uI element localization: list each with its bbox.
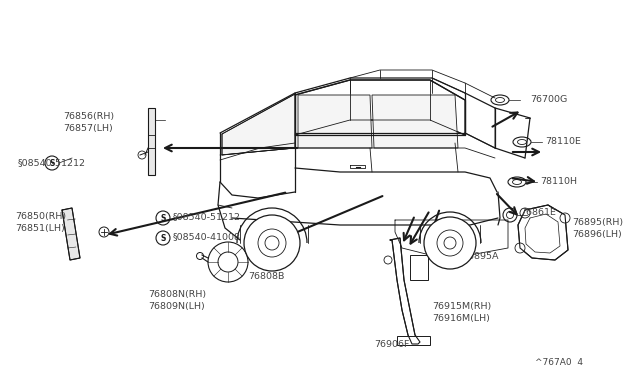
Circle shape	[520, 208, 530, 218]
Ellipse shape	[513, 180, 522, 185]
Text: 76808N(RH)
76809N(LH): 76808N(RH) 76809N(LH)	[148, 290, 206, 311]
Ellipse shape	[518, 140, 527, 144]
Text: 78110E: 78110E	[545, 137, 581, 146]
Text: 78110H: 78110H	[540, 177, 577, 186]
Text: 76895A: 76895A	[462, 252, 499, 261]
Text: S: S	[160, 214, 166, 222]
Ellipse shape	[491, 95, 509, 105]
Polygon shape	[518, 205, 568, 260]
Ellipse shape	[508, 177, 526, 187]
Circle shape	[515, 243, 525, 253]
Text: 76895(RH)
76896(LH): 76895(RH) 76896(LH)	[572, 218, 623, 239]
Circle shape	[384, 256, 392, 264]
Text: §08540-51212: §08540-51212	[173, 212, 241, 221]
Circle shape	[244, 215, 300, 271]
Circle shape	[45, 156, 59, 170]
Text: §08540-41008: §08540-41008	[173, 232, 241, 241]
Polygon shape	[148, 108, 155, 175]
Polygon shape	[222, 94, 295, 155]
Ellipse shape	[495, 97, 504, 103]
Circle shape	[424, 217, 476, 269]
Circle shape	[156, 231, 170, 245]
Circle shape	[218, 252, 238, 272]
Polygon shape	[62, 208, 80, 260]
Circle shape	[258, 229, 286, 257]
Polygon shape	[397, 336, 430, 345]
Text: §08540-51212: §08540-51212	[18, 158, 86, 167]
Circle shape	[265, 236, 279, 250]
Text: 76808B: 76808B	[248, 272, 284, 281]
Circle shape	[208, 242, 248, 282]
Text: 76861E: 76861E	[520, 208, 556, 217]
Circle shape	[444, 237, 456, 249]
Polygon shape	[390, 238, 420, 344]
Circle shape	[506, 212, 513, 218]
Circle shape	[196, 253, 204, 260]
Text: ^767A0  4: ^767A0 4	[535, 358, 583, 367]
Text: 76906F: 76906F	[374, 340, 410, 349]
Circle shape	[503, 208, 517, 222]
Text: 76915M(RH)
76916M(LH): 76915M(RH) 76916M(LH)	[432, 302, 492, 323]
Polygon shape	[372, 95, 458, 148]
Circle shape	[437, 230, 463, 256]
Ellipse shape	[513, 137, 531, 147]
Polygon shape	[298, 95, 372, 148]
Polygon shape	[295, 80, 465, 135]
Polygon shape	[410, 255, 428, 280]
Text: S: S	[160, 234, 166, 243]
Circle shape	[138, 151, 146, 159]
Text: 76700G: 76700G	[530, 95, 567, 104]
Text: 76850(RH)
76851(LH): 76850(RH) 76851(LH)	[15, 212, 66, 233]
Text: 76856(RH)
76857(LH): 76856(RH) 76857(LH)	[63, 112, 114, 133]
Circle shape	[99, 227, 109, 237]
Text: S: S	[49, 158, 54, 167]
Circle shape	[156, 211, 170, 225]
Circle shape	[560, 213, 570, 223]
